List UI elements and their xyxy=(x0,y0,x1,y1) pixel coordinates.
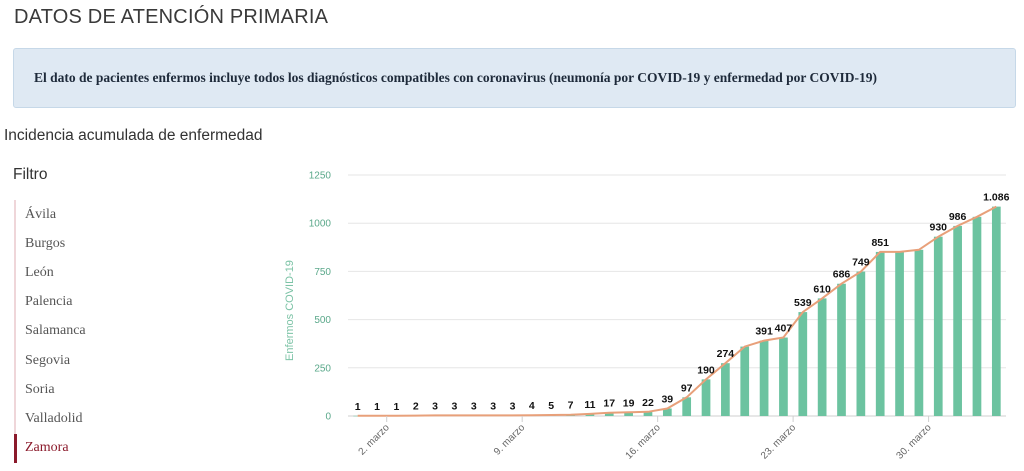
data-label: 3 xyxy=(471,400,477,412)
bar xyxy=(798,312,808,416)
filter-item-segovia[interactable]: Segovia xyxy=(14,345,86,376)
filter-item-burgos[interactable]: Burgos xyxy=(14,229,86,259)
bar xyxy=(701,379,711,416)
x-tick-label: 16. marzo xyxy=(624,422,664,462)
section-title: Incidencia acumulada de enfermedad xyxy=(4,127,263,144)
bar xyxy=(817,298,827,416)
bar xyxy=(953,225,962,416)
bar xyxy=(721,363,730,416)
filter-item-palencia[interactable]: Palencia xyxy=(14,287,86,317)
filter-item-soria[interactable]: Soria xyxy=(14,375,86,405)
data-label: 2 xyxy=(413,401,419,413)
data-label: 930 xyxy=(929,222,947,234)
x-tick-label: 9. marzo xyxy=(492,422,528,458)
bar xyxy=(662,408,672,416)
data-label: 3 xyxy=(452,400,458,412)
y-tick-label: 250 xyxy=(314,363,331,374)
data-label: 391 xyxy=(755,326,773,338)
data-label: 39 xyxy=(661,393,673,405)
page-title: DATOS DE ATENCIÓN PRIMARIA xyxy=(14,6,329,28)
filter-item-leon[interactable]: León xyxy=(14,258,86,288)
bar xyxy=(353,415,363,417)
filter-item-valladolid[interactable]: Valladolid xyxy=(14,404,86,434)
info-text: El dato de pacientes enfermos incluye to… xyxy=(34,70,877,85)
bar xyxy=(875,251,885,416)
filter-list: Ávila Burgos León Palencia Salamanca Seg… xyxy=(14,200,86,463)
data-label: 22 xyxy=(642,397,654,409)
data-label: 5 xyxy=(548,400,554,412)
data-label: 610 xyxy=(813,283,831,295)
filter-title: Filtro xyxy=(13,166,48,183)
x-tick-label: 23. marzo xyxy=(759,422,799,462)
data-label: 1 xyxy=(393,401,399,413)
data-label: 539 xyxy=(794,297,812,309)
data-label: 1 xyxy=(355,401,361,413)
data-label: 11 xyxy=(584,399,595,411)
data-label: 686 xyxy=(833,269,851,281)
data-label: 4 xyxy=(529,400,535,412)
bar xyxy=(991,206,1001,416)
bar xyxy=(837,283,846,416)
data-label: 190 xyxy=(697,364,715,376)
data-label: 1.086 xyxy=(983,192,1009,204)
series-line xyxy=(357,205,997,417)
y-tick-label: 750 xyxy=(314,267,331,278)
bar xyxy=(933,236,943,416)
y-tick-label: 500 xyxy=(314,315,331,326)
data-label: 274 xyxy=(717,348,735,360)
data-label: 749 xyxy=(852,257,870,269)
bar xyxy=(643,411,653,416)
data-label: 3 xyxy=(510,400,516,412)
filter-item-avila[interactable]: Ávila xyxy=(14,200,86,230)
data-label: 3 xyxy=(432,400,438,412)
bar xyxy=(759,340,769,416)
info-box: El dato de pacientes enfermos incluye to… xyxy=(13,48,1016,108)
filter-item-zamora[interactable]: Zamora xyxy=(14,433,86,463)
data-label: 407 xyxy=(775,323,793,335)
bar xyxy=(624,412,633,416)
filter-item-salamanca[interactable]: Salamanca xyxy=(14,316,86,346)
data-label: 986 xyxy=(949,211,967,223)
bar xyxy=(856,271,866,416)
bar xyxy=(604,412,614,416)
bar xyxy=(895,251,904,416)
x-tick-label: 2. marzo xyxy=(357,422,393,458)
x-tick-label: 30. marzo xyxy=(894,422,934,462)
bar xyxy=(682,397,692,416)
y-tick-label: 0 xyxy=(325,412,331,423)
bar xyxy=(779,337,788,416)
bar xyxy=(585,413,595,416)
data-label: 1 xyxy=(374,401,380,413)
y-tick-label: 1250 xyxy=(309,171,332,182)
data-label: 19 xyxy=(623,397,635,409)
data-label: 97 xyxy=(681,382,693,394)
data-label: 7 xyxy=(568,400,574,412)
bar xyxy=(740,346,750,416)
y-tick-label: 1000 xyxy=(309,219,332,230)
bar xyxy=(914,249,924,416)
data-label: 851 xyxy=(871,237,889,249)
data-label: 3 xyxy=(490,400,496,412)
bar xyxy=(972,216,982,416)
y-axis-label: Enfermos COVID-19 xyxy=(284,260,296,361)
data-label: 17 xyxy=(603,398,615,410)
